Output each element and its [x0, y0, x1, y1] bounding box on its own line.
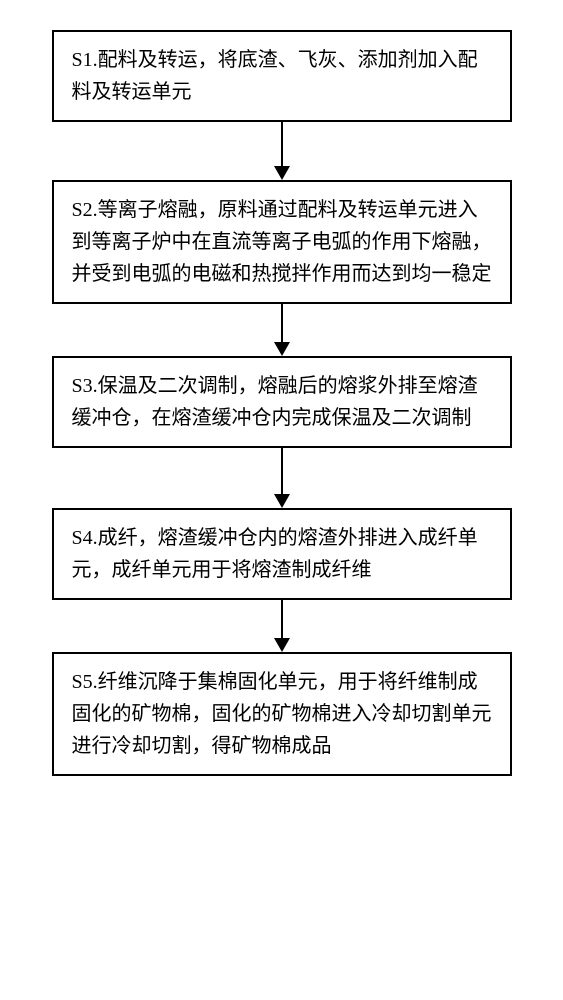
arrow-down-icon — [272, 448, 292, 508]
step-box-s5: S5.纤维沉降于集棉固化单元，用于将纤维制成固化的矿物棉，固化的矿物棉进入冷却切… — [52, 652, 512, 776]
arrow-s3-s4 — [272, 448, 292, 508]
step-text: S4.成纤，熔渣缓冲仓内的熔渣外排进入成纤单元，成纤单元用于将熔渣制成纤维 — [72, 527, 478, 581]
step-text: S3.保温及二次调制，熔融后的熔浆外排至熔渣缓冲仓，在熔渣缓冲仓内完成保温及二次… — [72, 375, 478, 429]
arrow-down-icon — [272, 122, 292, 180]
arrow-s1-s2 — [272, 122, 292, 180]
step-box-s4: S4.成纤，熔渣缓冲仓内的熔渣外排进入成纤单元，成纤单元用于将熔渣制成纤维 — [52, 508, 512, 600]
step-text: S5.纤维沉降于集棉固化单元，用于将纤维制成固化的矿物棉，固化的矿物棉进入冷却切… — [72, 671, 492, 757]
step-box-s2: S2.等离子熔融，原料通过配料及转运单元进入到等离子炉中在直流等离子电弧的作用下… — [52, 180, 512, 304]
arrow-s4-s5 — [272, 600, 292, 652]
step-text: S1.配料及转运，将底渣、飞灰、添加剂加入配料及转运单元 — [72, 49, 478, 103]
arrow-down-icon — [272, 600, 292, 652]
step-box-s3: S3.保温及二次调制，熔融后的熔浆外排至熔渣缓冲仓，在熔渣缓冲仓内完成保温及二次… — [52, 356, 512, 448]
step-box-s1: S1.配料及转运，将底渣、飞灰、添加剂加入配料及转运单元 — [52, 30, 512, 122]
arrow-down-icon — [272, 304, 292, 356]
arrow-s2-s3 — [272, 304, 292, 356]
step-text: S2.等离子熔融，原料通过配料及转运单元进入到等离子炉中在直流等离子电弧的作用下… — [72, 199, 492, 285]
